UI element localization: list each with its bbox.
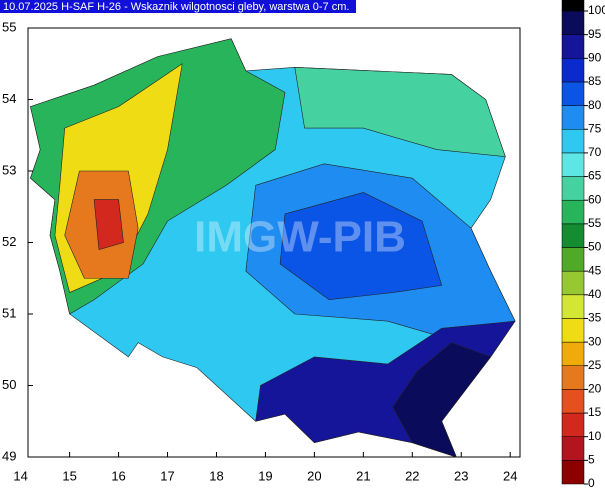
colorbar-label: 75 [588,121,602,135]
y-tick-label: 54 [2,91,16,106]
colorbar-band [561,460,585,485]
colorbar-label: 15 [588,405,602,419]
title: 10.07.2025 H-SAF H-26 - Wskaznik wilgotn… [3,1,349,13]
colorbar-label: 35 [588,311,602,325]
colorbar-label: 55 [588,216,602,230]
colorbar-band [561,389,585,414]
colorbar-label: 40 [588,287,602,301]
colorbar-band [561,270,585,296]
colorbar-label: 45 [588,263,602,277]
x-tick-label: 19 [258,468,272,483]
x-tick-label: 20 [307,468,321,483]
watermark: IMGW-PIB [194,213,406,262]
colorbar-band [561,294,585,319]
colorbar-label: 65 [588,169,602,183]
colorbar-label: 0 [588,476,595,490]
region-darknavy [392,342,492,458]
colorbar-band [561,412,585,437]
colorbar-band [561,152,585,177]
colorbar-label: 5 [588,453,595,467]
x-tick-label: 21 [356,468,370,483]
colorbar-band [561,10,585,35]
x-tick-label: 24 [503,468,517,483]
colorbar-band [561,129,585,154]
x-tick-label: 22 [405,468,419,483]
map-layer [30,38,516,458]
colorbar-band [561,81,585,106]
colorbar-label: 50 [588,240,602,254]
x-tick-label: 14 [13,468,27,483]
colorbar-band [561,176,585,201]
colorbar-label: 25 [588,358,602,372]
x-tick-label: 23 [454,468,468,483]
y-tick-label: 52 [2,234,16,249]
title-bar [0,0,356,13]
y-tick-label: 49 [2,448,16,463]
x-tick-label: 17 [160,468,174,483]
colorbar-label: 30 [588,334,602,348]
colorbar-band [561,34,585,59]
colorbar-label: 20 [588,382,602,396]
region-deepblue [279,192,443,301]
colorbar-label: 70 [588,145,602,159]
y-tick-label: 51 [2,305,16,320]
y-tick-label: 53 [2,162,16,177]
y-tick-label: 50 [2,377,16,392]
region-teal [294,67,506,158]
x-tick-label: 16 [111,468,125,483]
colorbar-label: 80 [588,98,602,112]
colorbar-label: 10 [588,429,602,443]
colorbar-band [561,318,585,343]
colorbar-band [561,436,585,461]
x-tick-label: 18 [209,468,223,483]
colorbar-label: 100 [588,3,605,17]
colorbar-label: 90 [588,50,602,64]
colorbar-label: 60 [588,192,602,206]
y-tick-label: 55 [2,19,16,34]
colorbar-band [561,0,585,12]
colorbar-band [561,247,585,272]
colorbar-band [561,365,585,390]
colorbar-band [561,199,585,225]
region-red [93,199,124,251]
colorbar-band [561,58,585,83]
x-tick-label: 15 [62,468,76,483]
colorbar-label: 95 [588,27,602,41]
colorbar-band [561,105,585,130]
colorbar-band [561,223,585,248]
colorbar-band [561,341,585,367]
colorbar-label: 85 [588,74,602,88]
